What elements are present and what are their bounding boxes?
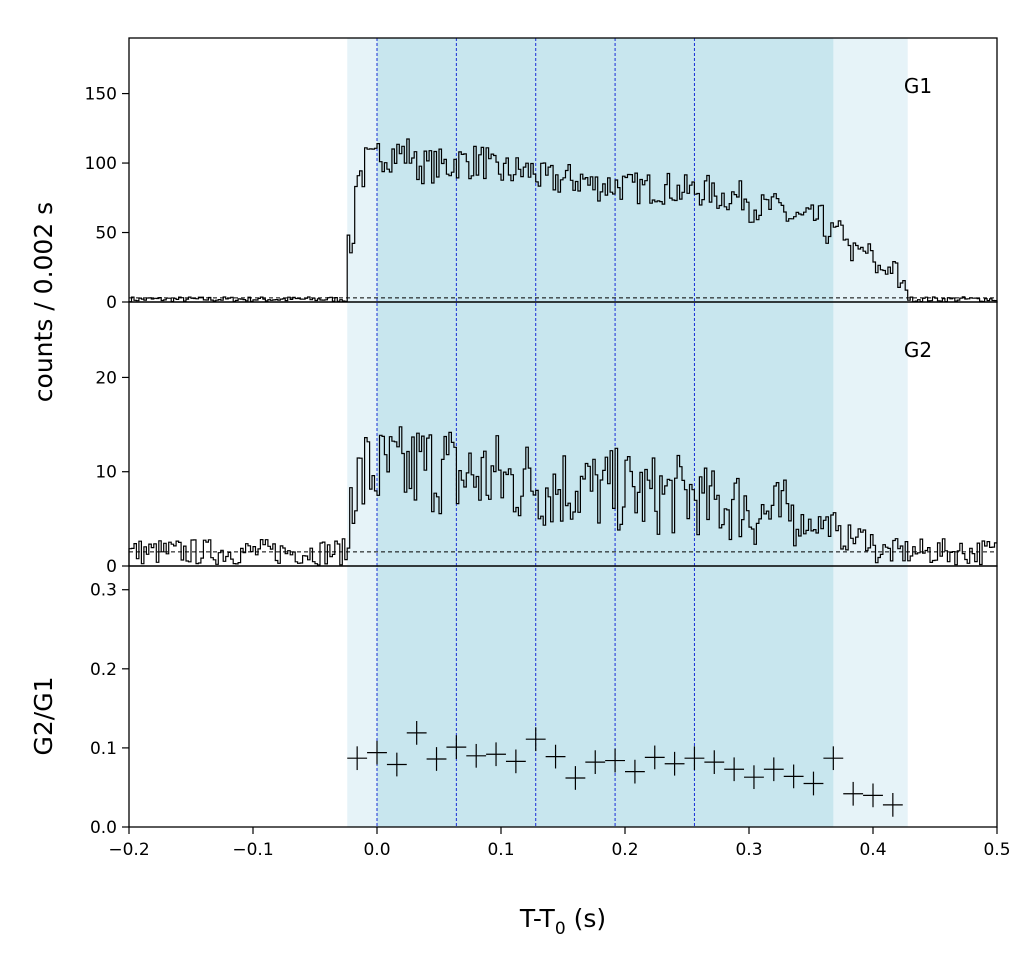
x-tick-label-4: 0.2 [611,840,638,860]
axes-frames: 0 50 100 150 0 10 20 0.0 0.1 0.2 0.3 −0.2 −0.1 0.0 0.1… [85,37,1011,860]
y-tick-label-2-0: 0.0 [90,818,117,838]
y-tick-label-2-1: 0.1 [90,739,117,759]
y-tick-label-0-1: 50 [95,224,117,244]
panel-g2: G2 [128,338,997,566]
ratio-point-18 [704,750,725,775]
panel-g1: G1 [128,74,997,303]
ratio-point-9 [525,727,546,752]
x-tick-label-1: −0.1 [232,840,273,860]
ratio-point-27 [882,792,903,817]
ratio-point-11 [565,766,586,790]
y-tick-label-1-1: 10 [95,463,117,483]
ratio-point-3 [406,721,427,745]
ratio-point-26 [863,783,883,808]
ratio-point-23 [803,771,824,796]
ratio-point-2 [386,752,407,777]
panel-annotation-G2: G2 [904,338,932,362]
y-tick-label-1-2: 20 [95,368,117,388]
x-axis-label-subscript: 0 [555,919,566,939]
ratio-point-21 [763,757,784,782]
ratio-point-17 [684,746,705,771]
ratio-point-8 [505,749,526,774]
ratio-point-7 [486,742,506,767]
y-tick-label-0-2: 100 [85,154,117,174]
ratio-point-0 [347,746,368,771]
ratio-point-16 [664,751,685,776]
ratio-point-19 [724,757,745,782]
axes-frame-2 [128,565,998,828]
ratio-point-6 [466,743,487,768]
panel-annotation-G1: G1 [904,74,932,98]
ratio-point-13 [605,748,625,773]
y-tick-label-2-3: 0.3 [90,581,117,601]
y-tick-label-2-2: 0.2 [90,660,117,680]
y-axis-label-ratio: G2/G1 [29,677,58,756]
y-tick-label-1-0: 0 [106,557,117,577]
shade-inner [377,38,834,827]
ratio-point-22 [783,764,804,789]
ratio-point-15 [644,745,665,770]
histogram-G2 [128,426,997,566]
axis-labels: counts / 0.002 s G2/G1 T-T0 (s) [29,202,606,939]
ratio-point-1 [367,740,387,765]
y-axis-label-counts: counts / 0.002 s [29,202,58,402]
x-axis-label-unit: (s) [566,904,606,933]
ratio-point-10 [545,744,566,769]
histogram-G1 [128,138,997,303]
ratio-point-24 [823,746,844,771]
ratio-point-5 [446,735,467,759]
x-tick-label-6: 0.4 [859,840,886,860]
ratio-point-25 [843,781,864,806]
x-tick-label-0: −0.2 [108,840,149,860]
x-tick-label-2: 0.0 [363,840,390,860]
ratio-point-20 [744,765,764,790]
panel-ratio [347,721,903,817]
x-axis-label-main: T-T [519,904,556,933]
x-tick-label-5: 0.3 [735,840,762,860]
ratio-point-14 [625,759,645,784]
shaded-regions [347,38,908,827]
ratio-point-4 [426,747,447,771]
y-tick-label-0-3: 150 [85,85,117,105]
ratio-point-12 [585,750,606,775]
y-tick-label-0-0: 0 [106,293,117,313]
x-tick-label-3: 0.1 [487,840,514,860]
x-axis-label: T-T0 (s) [519,904,606,939]
x-tick-label-7: 0.5 [983,840,1010,860]
